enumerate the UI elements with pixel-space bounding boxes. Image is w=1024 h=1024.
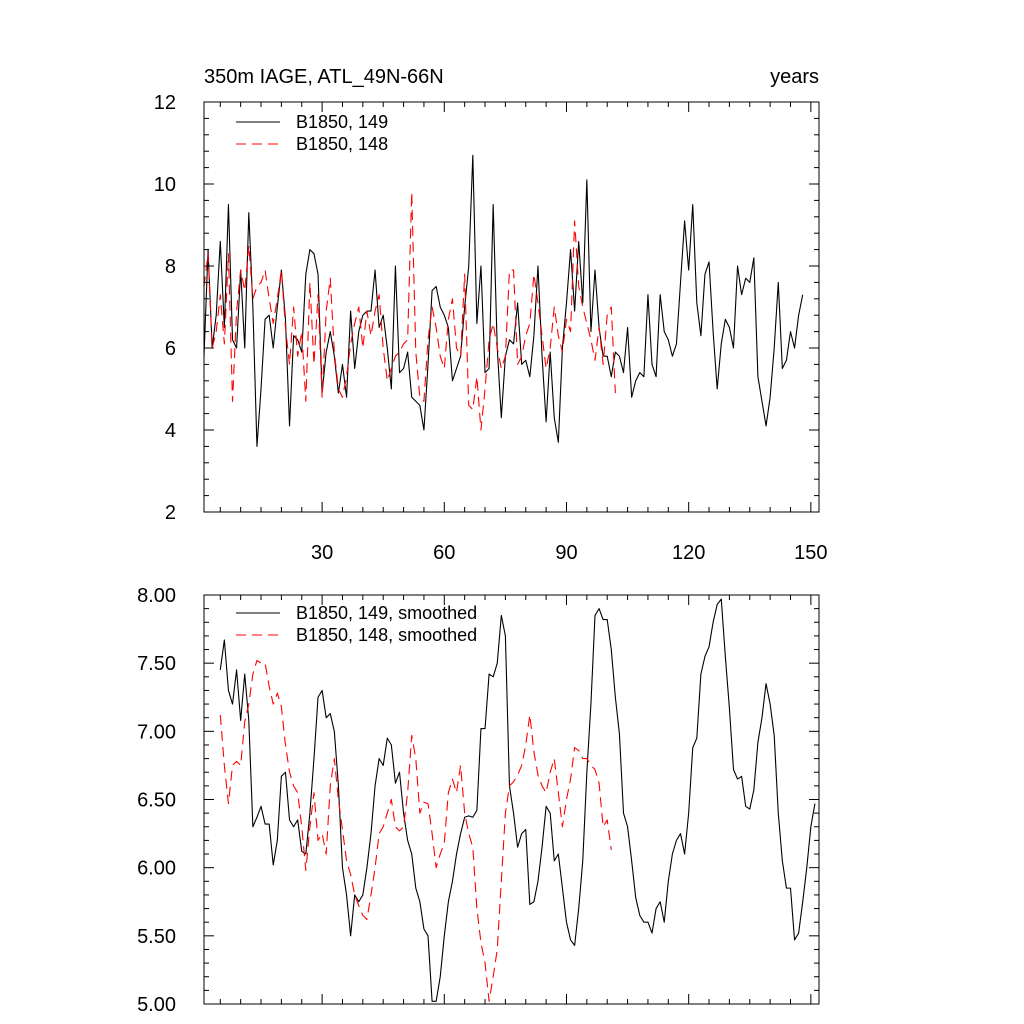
top-xtick-label-1: 60 (433, 542, 455, 564)
bottom-series-line-148 (219, 659, 612, 1002)
top-ytick-label-4: 10 (154, 174, 176, 196)
top-panel-series (203, 154, 804, 447)
bottom-ytick-label-1: 5.50 (137, 926, 176, 948)
top-panel: 350m IAGE, ATL_49N-66N years 2 4 6 8 10 12 30 6… (154, 66, 828, 564)
top-ytick-label-3: 8 (165, 256, 176, 278)
top-ytick-label-2: 6 (165, 338, 176, 360)
top-panel-units: years (770, 66, 819, 88)
top-panel-ticks: 2 4 6 8 10 12 30 60 90 120 150 (154, 92, 828, 564)
top-ytick-label-1: 4 (165, 420, 176, 442)
bottom-panel: 5.00 5.50 6.00 6.50 7.00 7.50 8.00 B1850, 149,… (137, 585, 820, 1016)
bottom-ytick-label-0: 5.00 (137, 994, 176, 1016)
legend-label-148: B1850, 148 (296, 134, 388, 154)
top-series-line-149 (203, 154, 804, 447)
top-ytick-label-0: 2 (165, 502, 176, 524)
bottom-ytick-label-5: 7.50 (137, 653, 176, 675)
bottom-ytick-label-3: 6.50 (137, 790, 176, 812)
top-ytick-label-5: 12 (154, 92, 176, 114)
bottom-ytick-label-2: 6.00 (137, 858, 176, 880)
bottom-ytick-label-6: 8.00 (137, 585, 176, 607)
top-series-line-148 (203, 191, 616, 431)
top-xtick-label-2: 90 (555, 542, 577, 564)
top-panel-legend: B1850, 149 B1850, 148 (236, 112, 388, 154)
bottom-panel-legend: B1850, 149, smoothed B1850, 148, smoothe… (236, 603, 477, 645)
bottom-panel-ticks: 5.00 5.50 6.00 6.50 7.00 7.50 8.00 (137, 585, 819, 1016)
top-panel-plot-frame (203, 101, 820, 513)
legend-label-149: B1850, 149 (296, 112, 388, 132)
top-panel-title: 350m IAGE, ATL_49N-66N (204, 66, 444, 88)
top-xtick-label-4: 150 (794, 542, 827, 564)
legend-label-149-smoothed: B1850, 149, smoothed (296, 603, 477, 623)
legend-label-148-smoothed: B1850, 148, smoothed (296, 625, 477, 645)
top-xtick-label-0: 30 (311, 542, 333, 564)
bottom-panel-plot-frame (203, 594, 820, 1005)
bottom-ytick-label-4: 7.00 (137, 721, 176, 743)
top-xtick-label-3: 120 (672, 542, 705, 564)
bottom-panel-series (219, 598, 816, 1002)
bottom-series-line-149 (219, 598, 816, 1002)
